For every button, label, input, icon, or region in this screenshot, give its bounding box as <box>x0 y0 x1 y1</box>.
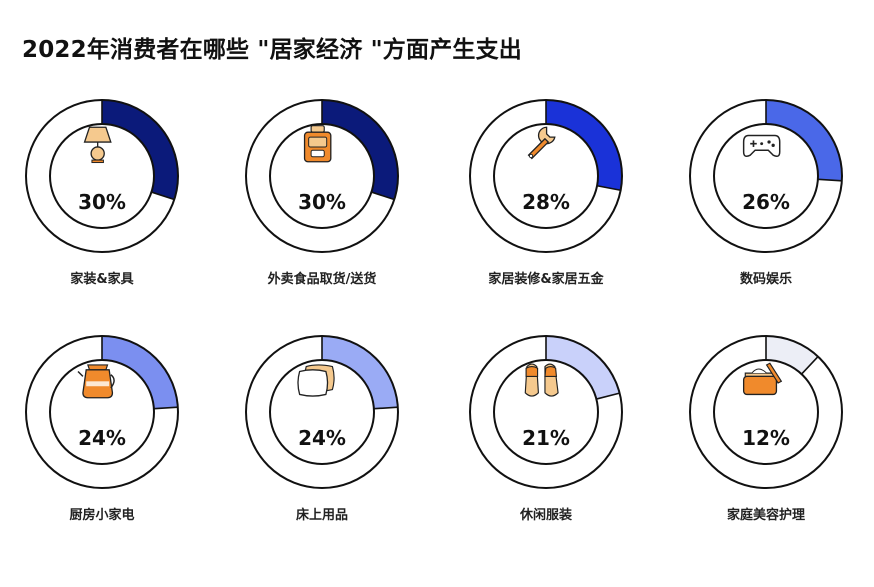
donut-chart <box>25 335 179 489</box>
donut-chart <box>469 99 623 253</box>
donut-segment <box>766 336 819 375</box>
data-label: 30% <box>298 190 346 214</box>
donut-card: 12% 家庭美容护理 <box>666 334 866 534</box>
category-label: 家居装修&家居五金 <box>488 272 604 287</box>
donut-card: 30% 家装&家具 <box>2 98 202 298</box>
category-label: 家庭美容护理 <box>726 508 805 523</box>
donut-segment <box>546 336 620 400</box>
donut-segment <box>322 100 398 200</box>
donut-chart <box>25 99 179 253</box>
category-label: 家装&家具 <box>70 272 134 287</box>
data-label: 21% <box>522 426 570 450</box>
donut-card: 24% 厨房小家电 <box>2 334 202 534</box>
donut-segment <box>546 100 622 191</box>
data-label: 24% <box>78 426 126 450</box>
chart-title: 2022年消费者在哪些 "居家经济 "方面产生支出 <box>22 37 522 63</box>
slippers-icon <box>524 363 559 397</box>
data-label: 26% <box>742 190 790 214</box>
category-label: 数码娱乐 <box>739 272 792 287</box>
category-label: 厨房小家电 <box>69 508 135 523</box>
donut-card: 26% 数码娱乐 <box>666 98 866 298</box>
wrench-icon <box>527 126 556 160</box>
data-label: 24% <box>298 426 346 450</box>
food-bag-icon <box>303 125 332 163</box>
data-label: 12% <box>742 426 790 450</box>
category-label: 外卖食品取货/送货 <box>267 272 377 287</box>
category-label: 床上用品 <box>295 508 348 523</box>
donut-chart <box>245 335 399 489</box>
donut-chart <box>689 99 843 253</box>
lamp-icon <box>83 126 112 164</box>
pillow-icon <box>297 364 335 397</box>
data-label: 30% <box>78 190 126 214</box>
donut-card: 30% 外卖食品取货/送货 <box>222 98 422 298</box>
donut-segment <box>102 336 178 409</box>
donut-card: 21% 休闲服装 <box>446 334 646 534</box>
donut-segment <box>322 336 398 409</box>
donut-card: 24% 床上用品 <box>222 334 422 534</box>
kettle-icon <box>77 364 115 399</box>
category-label: 休闲服装 <box>519 508 572 523</box>
donut-track <box>690 336 842 488</box>
data-label: 28% <box>522 190 570 214</box>
donut-chart <box>245 99 399 253</box>
cosmetic-box-icon <box>742 362 783 396</box>
gamepad-icon <box>742 134 781 157</box>
donut-segment <box>102 100 178 200</box>
donut-chart <box>469 335 623 489</box>
donut-chart <box>689 335 843 489</box>
donut-card: 28% 家居装修&家居五金 <box>446 98 646 298</box>
